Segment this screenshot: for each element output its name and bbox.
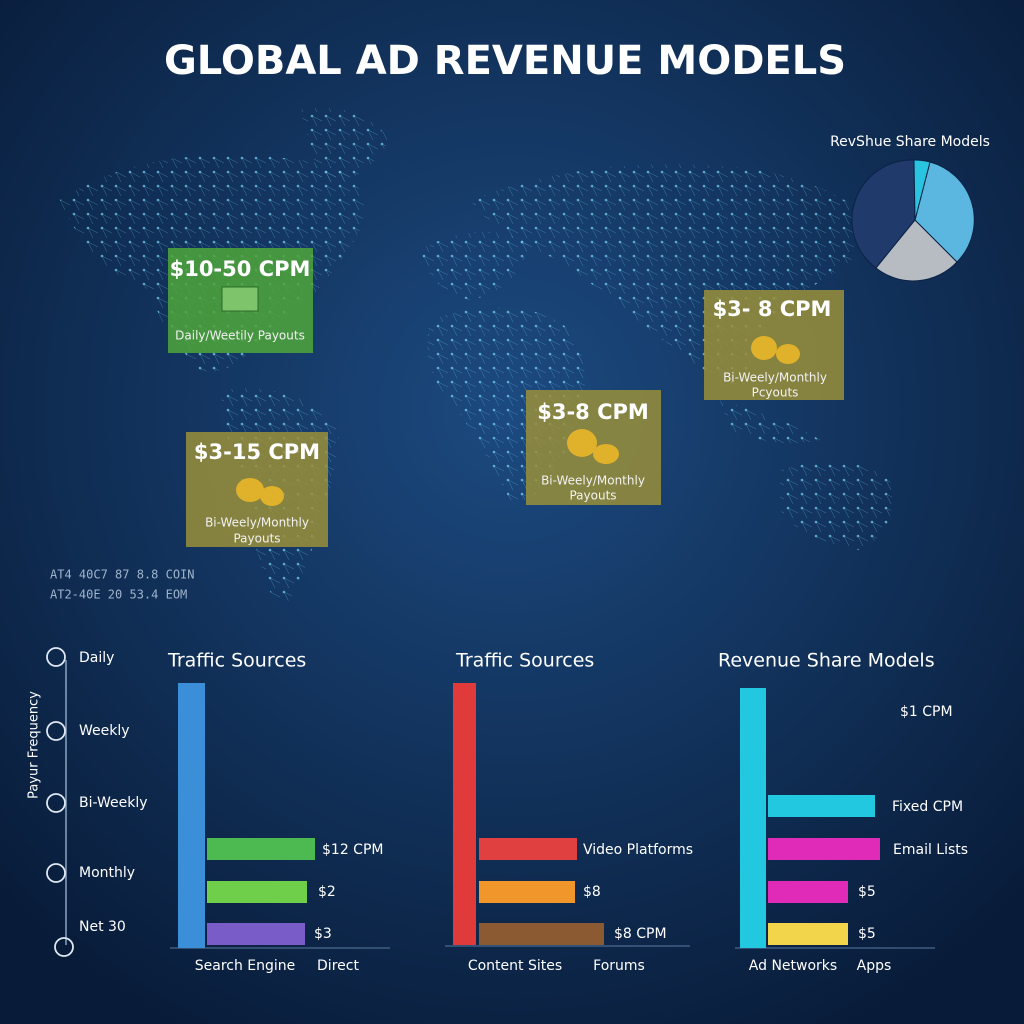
callout-north-america: $10-50 CPM Daily/Weetily Payouts [168, 248, 313, 353]
bar [740, 688, 766, 948]
bar-label: $2 [318, 884, 336, 900]
bar [479, 923, 604, 945]
x-label: Ad Networks [749, 958, 837, 974]
coins-icon [776, 344, 800, 364]
panel-title: Traffic Sources [455, 650, 594, 672]
bar [479, 838, 577, 860]
bar-label: $5 [858, 884, 876, 900]
panel-title: Revenue Share Models [718, 650, 935, 672]
coins-icon [236, 478, 264, 502]
payout-tick: Bi-Weekly [79, 795, 148, 811]
callout-payout: Bi-Weely/Monthly [723, 371, 827, 385]
x-label: Direct [317, 958, 359, 974]
callout-price: $3-15 CPM [194, 440, 320, 464]
x-label: Forums [593, 958, 645, 974]
bar [453, 683, 476, 945]
callout-payout: Payouts [233, 532, 280, 546]
panel-2: Traffic Sources Video Platforms $8 $8 CP… [445, 650, 693, 974]
callout-price: $3- 8 CPM [713, 297, 832, 321]
bar [207, 923, 305, 945]
payout-axis: Payur Frequency Daily Weekly Bi-Weekly M… [27, 647, 148, 957]
payout-tick: Monthly [79, 865, 135, 881]
bar [178, 683, 205, 948]
bar [207, 838, 315, 860]
payout-tick: Daily [79, 650, 114, 666]
bar-label: Video Platforms [583, 842, 693, 858]
bar-label: Email Lists [893, 842, 968, 858]
bar [207, 881, 307, 903]
bar [768, 795, 875, 817]
pie [851, 159, 975, 282]
x-label: Content Sites [468, 958, 562, 974]
x-label: Apps [857, 958, 892, 974]
coins-icon [593, 444, 619, 464]
page-title: GLOBAL AD REVENUE MODELS [164, 38, 846, 84]
bar-label: $5 [858, 926, 876, 942]
bar [768, 881, 848, 903]
bar [479, 881, 575, 903]
coins-icon [260, 486, 284, 506]
bar-label: $8 [583, 884, 601, 900]
callout-price: $10-50 CPM [170, 257, 311, 281]
panel-1: Traffic Sources $12 CPM $2 $3 Search Eng… [167, 650, 390, 974]
bar-label: $8 CPM [614, 926, 667, 942]
callout-africa: $3-8 CPM Bi-Weely/Monthly Payouts [526, 390, 661, 505]
bar [768, 923, 848, 945]
x-label: Search Engine [195, 958, 296, 974]
callout-south-america: $3-15 CPM Bi-Weely/Monthly Payouts [186, 432, 328, 547]
panel-3: Revenue Share Models $1 CPM Fixed CPM Em… [718, 650, 968, 975]
callout-payout: Bi-Weely/Monthly [205, 516, 309, 530]
code-line: AT4 40C7 87 8.8 COIN [50, 568, 195, 582]
coins-icon [567, 429, 597, 457]
payout-tick: Weekly [79, 723, 130, 739]
callout-asia: $3- 8 CPM Bi-Weely/Monthly Pcyouts [704, 290, 844, 400]
bar-label: $3 [314, 926, 332, 942]
coins-icon [751, 336, 777, 360]
bar-label: $12 CPM [322, 842, 383, 858]
callout-price: $3-8 CPM [537, 400, 649, 424]
axis-label: Payur Frequency [27, 691, 42, 799]
top-label: $1 CPM [900, 704, 953, 720]
money-icon [221, 286, 259, 312]
callout-payout: Daily/Weetily Payouts [175, 329, 305, 343]
panel-title: Traffic Sources [167, 650, 306, 672]
bar [768, 838, 880, 860]
callout-payout: Pcyouts [752, 386, 799, 400]
pie-title: RevShue Share Models [830, 134, 990, 150]
code-line: AT2-40E 20 53.4 EOM [50, 588, 187, 602]
bar-label: Fixed CPM [892, 799, 963, 815]
payout-tick: Net 30 [79, 919, 126, 935]
callout-payout: Payouts [569, 489, 616, 503]
callout-payout: Bi-Weely/Monthly [541, 474, 645, 488]
